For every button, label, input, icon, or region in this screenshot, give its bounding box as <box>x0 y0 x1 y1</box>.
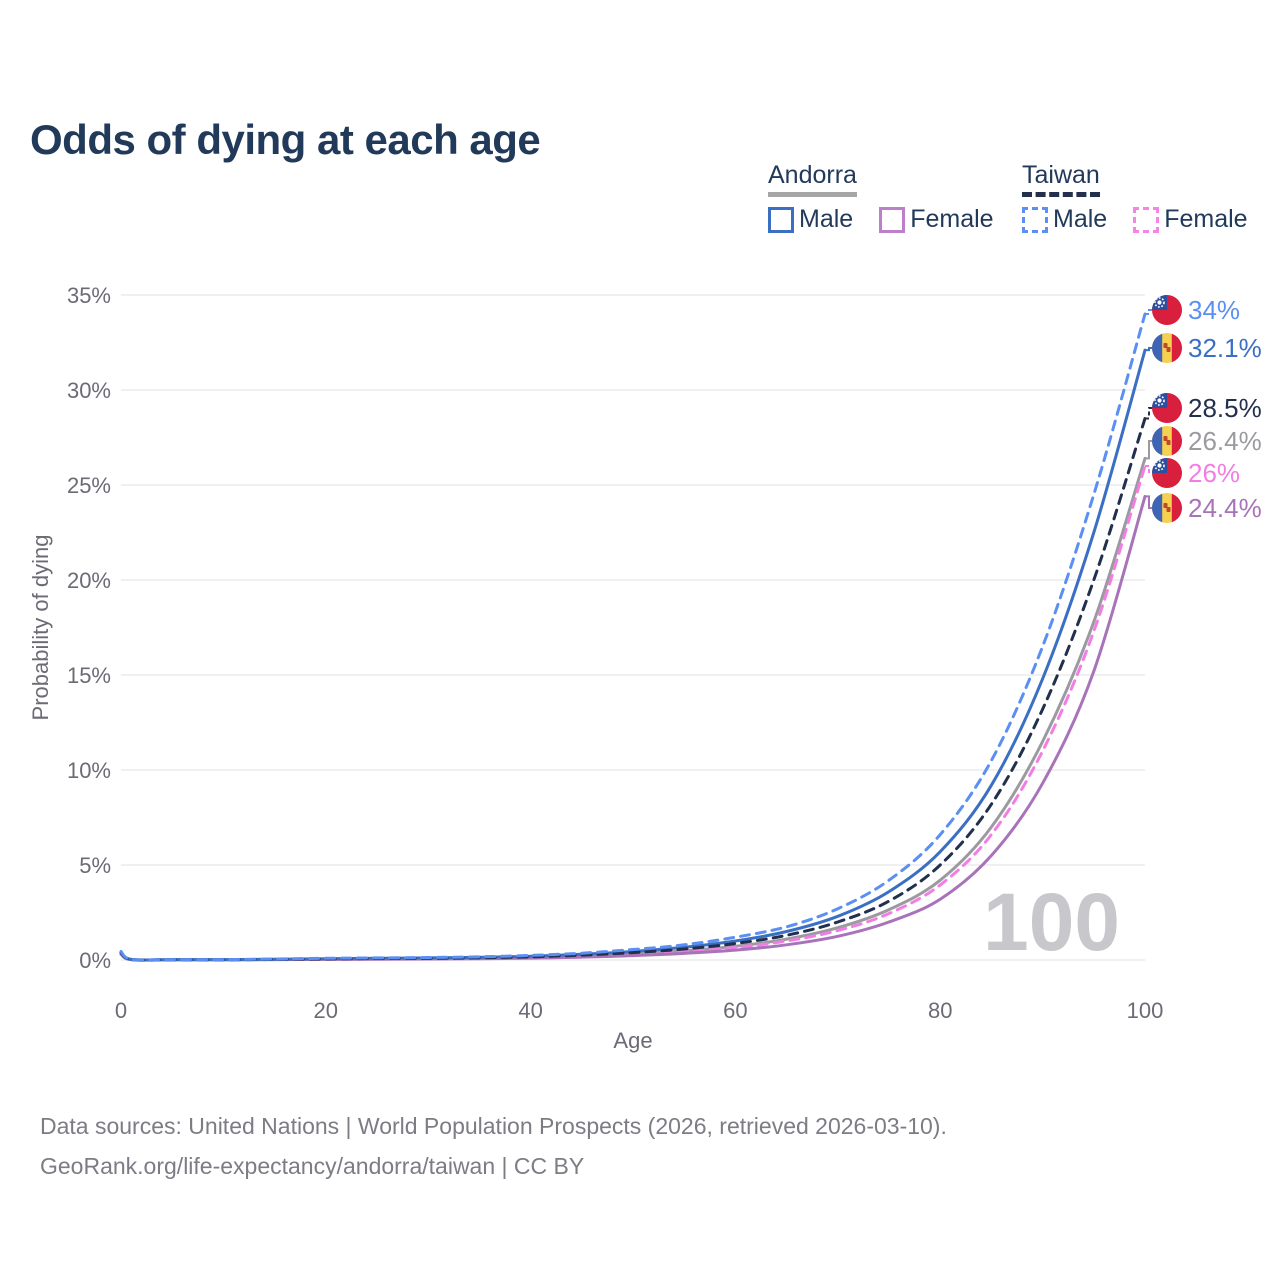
legend-item-andorra-male[interactable]: Male <box>768 205 853 234</box>
x-tick-label: 100 <box>1127 998 1164 1023</box>
legend-item-label: Female <box>1164 205 1248 233</box>
legend-item-label: Male <box>1053 205 1108 233</box>
y-tick-label: 35% <box>67 283 111 308</box>
taiwan-female-swatch-icon <box>1133 206 1160 233</box>
legend-item-andorra-female[interactable]: Female <box>879 205 994 234</box>
chart-footer: Data sources: United Nations | World Pop… <box>40 1106 1240 1186</box>
y-tick-label: 5% <box>79 853 111 878</box>
legend-header-taiwan: Taiwan <box>1022 161 1100 197</box>
page-title: Odds of dying at each age <box>30 116 541 164</box>
attribution-line: GeoRank.org/life-expectancy/andorra/taiw… <box>40 1153 585 1179</box>
label-leader-taiwan-total <box>1145 407 1154 420</box>
end-value-label-taiwan-female: 26% <box>1188 458 1240 488</box>
series-line-taiwan-male <box>119 312 1147 962</box>
x-axis-title: Age <box>613 1028 652 1053</box>
label-leader-andorra-male <box>1145 347 1154 352</box>
y-tick-label: 30% <box>67 378 111 403</box>
legend-group-taiwan: Taiwan Male Female <box>1022 161 1248 234</box>
x-tick-label: 20 <box>314 998 338 1023</box>
legend-item-label: Male <box>799 205 854 233</box>
legend-header-andorra: Andorra <box>768 161 857 197</box>
y-tick-label: 15% <box>67 663 111 688</box>
andorra-female-swatch-icon <box>879 206 906 233</box>
series-line-andorra-male <box>119 348 1147 962</box>
andorra-flag-icon <box>1152 333 1182 363</box>
data-source-line: Data sources: United Nations | World Pop… <box>40 1113 947 1139</box>
legend-item-label: Female <box>910 205 994 233</box>
label-leader-taiwan-male <box>1145 309 1154 315</box>
x-tick-label: 40 <box>518 998 542 1023</box>
label-leader-taiwan-female <box>1145 465 1154 474</box>
andorra-flag-icon <box>1152 493 1182 523</box>
end-value-label-andorra-male: 32.1% <box>1188 333 1262 363</box>
y-axis-title: Probability of dying <box>28 535 53 721</box>
end-value-label-andorra-female: 24.4% <box>1188 493 1262 523</box>
age-watermark: 100 <box>983 877 1120 968</box>
taiwan-flag-icon <box>1152 295 1182 325</box>
label-leader-andorra-female <box>1145 495 1154 509</box>
y-tick-label: 25% <box>67 473 111 498</box>
end-value-label-andorra-total: 26.4% <box>1188 426 1262 456</box>
andorra-flag-icon <box>1152 426 1182 456</box>
x-tick-label: 60 <box>723 998 747 1023</box>
andorra-male-swatch-icon <box>768 206 794 233</box>
label-leader-andorra-total <box>1145 440 1154 460</box>
end-value-label-taiwan-male: 34% <box>1188 295 1240 325</box>
end-value-label-taiwan-total: 28.5% <box>1188 393 1262 423</box>
y-tick-label: 10% <box>67 758 111 783</box>
y-tick-label: 0% <box>79 948 111 973</box>
taiwan-flag-icon <box>1152 458 1182 488</box>
taiwan-male-swatch-icon <box>1022 206 1048 233</box>
legend-item-taiwan-male[interactable]: Male <box>1022 205 1107 234</box>
legend: Andorra Male Female Taiwan Male Female <box>0 161 1280 241</box>
x-tick-label: 0 <box>115 998 127 1023</box>
y-tick-label: 20% <box>67 568 111 593</box>
legend-group-andorra: Andorra Male Female <box>768 161 994 234</box>
legend-item-taiwan-female[interactable]: Female <box>1133 205 1248 234</box>
taiwan-flag-icon <box>1152 393 1182 423</box>
x-tick-label: 80 <box>928 998 952 1023</box>
